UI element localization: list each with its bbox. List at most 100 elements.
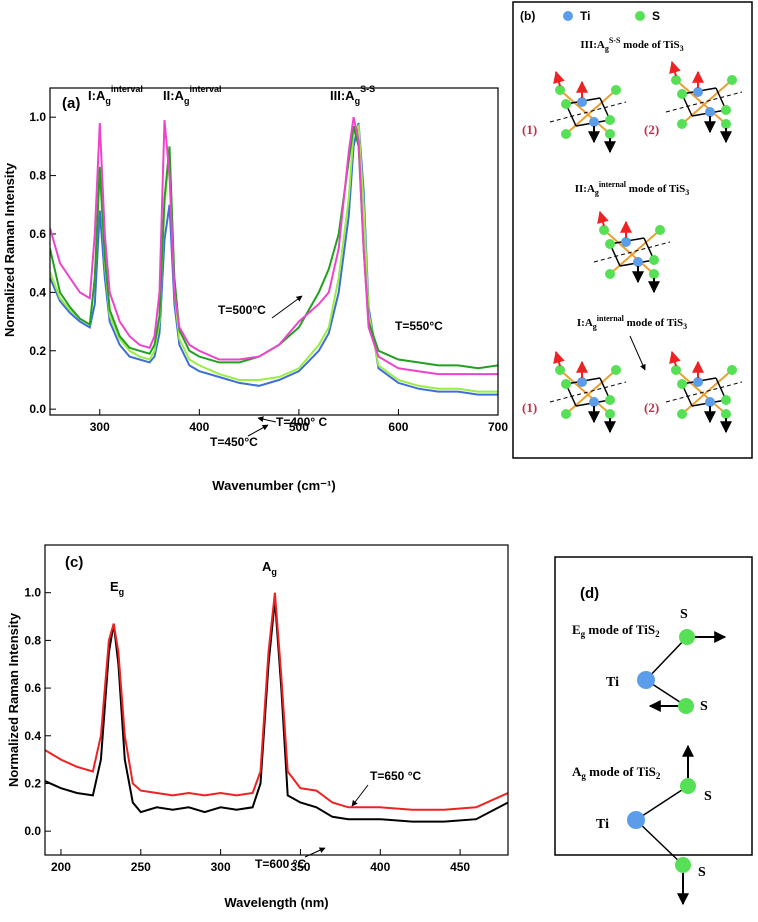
peak-label: I:Aginterval — [88, 84, 143, 106]
mode-title: III:AgS-S mode of TiS3 — [580, 36, 683, 53]
series-line — [50, 122, 498, 396]
mode-sketch — [550, 352, 626, 432]
legend-label: S — [652, 9, 660, 23]
series-label: T=650 °C — [370, 769, 421, 783]
mode-title: II:Aginternal mode of TiS3 — [575, 180, 689, 197]
panel-frame — [512, 1, 753, 459]
series-label: T=600 °C — [255, 857, 306, 871]
y-tick-label: 0.6 — [24, 681, 41, 695]
bond — [635, 785, 689, 821]
panel-label: (c) — [65, 554, 83, 571]
peak-label: II:Ag interval — [163, 84, 221, 106]
series-label: T=400° C — [276, 415, 327, 429]
y-tick-label: 0.6 — [29, 227, 46, 241]
mode-title: Ag mode of TiS2 — [572, 764, 661, 781]
x-axis-label: Wavelength (nm) — [224, 895, 328, 910]
atom-label: S — [698, 865, 706, 880]
x-tick-label: 600 — [388, 420, 408, 434]
atom — [680, 778, 696, 794]
series-line — [45, 592, 508, 811]
x-tick-label: 200 — [51, 860, 71, 874]
peak-label-sub: g — [184, 96, 190, 106]
mode-sketch — [666, 62, 742, 142]
atom-icon — [635, 11, 645, 21]
y-axis-label: Normalized Raman Intensity — [2, 162, 17, 337]
mode-number: (1) — [522, 400, 537, 415]
panel-label: (a) — [62, 95, 80, 112]
peak-label-sup: interval — [111, 84, 143, 94]
annotation-arrow — [351, 784, 369, 807]
atom-label: Ti — [596, 817, 609, 832]
plot-frame — [44, 544, 509, 856]
series-line — [50, 123, 498, 393]
peak-label-sup: interval — [189, 84, 221, 94]
panel-label: (b) — [520, 9, 535, 23]
atom — [627, 811, 645, 829]
mode-sketch — [594, 212, 670, 292]
peak-label-sup: S-S — [360, 84, 375, 94]
peak-label-main: III:A — [330, 88, 355, 103]
annotation-arrow — [247, 424, 269, 437]
mode-sketch — [666, 352, 742, 432]
y-tick-label: 0.0 — [29, 402, 46, 416]
x-tick-label: 400 — [370, 860, 390, 874]
bond — [635, 819, 684, 866]
y-tick-label: 1.0 — [24, 586, 41, 600]
atom — [679, 629, 695, 645]
mode-title: I:Aginternal mode of TiS3 — [577, 314, 687, 331]
atom-label: S — [704, 789, 712, 804]
series-line — [50, 116, 498, 376]
x-tick-label: 300 — [90, 420, 110, 434]
mode-title: Eg mode of TiS2 — [572, 622, 660, 639]
peak-label-sub: g — [119, 587, 125, 597]
peak-label-main: I:A — [88, 88, 106, 103]
peak-label: Ag — [262, 559, 277, 577]
atom-label: S — [680, 607, 688, 622]
annotation-arrow — [257, 416, 277, 423]
series-line — [50, 125, 498, 370]
x-tick-label: 500 — [289, 420, 309, 434]
mode-number: (2) — [644, 400, 659, 415]
panel-frame — [554, 556, 753, 856]
peak-label-main: A — [262, 559, 272, 574]
y-tick-label: 1.0 — [29, 110, 46, 124]
series-label: T=500°C — [218, 303, 266, 317]
y-axis-label: Normalized Raman Intensity — [6, 612, 21, 787]
peak-label: III:Ag S-S — [330, 84, 375, 106]
x-tick-label: 700 — [488, 420, 508, 434]
x-tick-label: 300 — [211, 860, 231, 874]
y-tick-label: 0.2 — [24, 776, 41, 790]
bond — [645, 636, 688, 681]
mode-number: (1) — [522, 122, 537, 137]
panel-label: (d) — [580, 585, 599, 602]
x-tick-label: 350 — [290, 860, 310, 874]
x-tick-label: 400 — [189, 420, 209, 434]
peak-label-sub: g — [355, 96, 361, 106]
atom — [678, 698, 694, 714]
y-tick-label: 0.0 — [24, 824, 41, 838]
atom-label: S — [700, 699, 708, 714]
legend-label: Ti — [580, 9, 590, 23]
peak-label: Eg — [110, 579, 124, 597]
atom-label: Ti — [606, 675, 619, 690]
annotation-arrow — [304, 847, 326, 858]
peak-label-main: II:A — [163, 88, 185, 103]
annotation-arrow — [271, 295, 303, 319]
atom-icon — [563, 11, 573, 21]
plot-frame — [49, 87, 499, 416]
series-line — [45, 599, 508, 823]
y-tick-label: 0.8 — [24, 633, 41, 647]
mode-number: (2) — [644, 122, 659, 137]
atom — [675, 857, 691, 873]
x-tick-label: 450 — [450, 860, 470, 874]
peak-label-sub: g — [105, 96, 111, 106]
x-axis-label: Wavenumber (cm⁻¹) — [212, 478, 335, 493]
y-tick-label: 0.2 — [29, 344, 46, 358]
y-tick-label: 0.4 — [24, 729, 41, 743]
atom — [637, 671, 655, 689]
peak-label-sub: g — [271, 567, 277, 577]
series-label: T=450°C — [210, 435, 258, 449]
x-tick-label: 250 — [131, 860, 151, 874]
annotation-arrow — [629, 335, 646, 371]
